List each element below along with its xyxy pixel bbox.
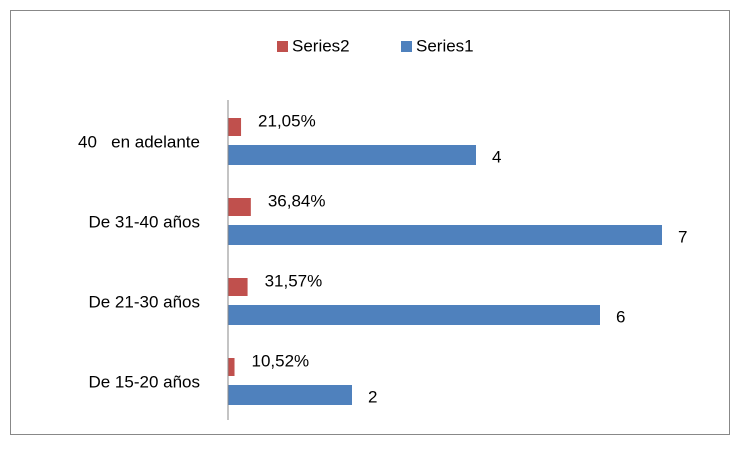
data-label: 7 xyxy=(678,227,687,246)
data-label: 6 xyxy=(616,307,625,326)
data-label: 2 xyxy=(368,387,377,406)
data-label: 4 xyxy=(492,147,501,166)
legend-label: Series2 xyxy=(292,36,350,55)
y-tick-label: De 31-40 años xyxy=(88,212,200,231)
legend-swatch xyxy=(401,41,412,52)
data-label: 31,57% xyxy=(265,271,323,290)
data-label: 21,05% xyxy=(258,111,316,130)
y-tick-label: 40 en adelante xyxy=(78,132,200,151)
legend-label: Series1 xyxy=(416,36,474,55)
y-tick-label: De 21-30 años xyxy=(88,292,200,311)
bar xyxy=(228,118,242,136)
y-tick-label: De 15-20 años xyxy=(88,372,200,391)
data-label: 36,84% xyxy=(268,191,326,210)
bar xyxy=(228,225,662,245)
chart-border xyxy=(10,10,730,435)
bar xyxy=(228,385,352,405)
bar xyxy=(228,198,251,216)
bar xyxy=(228,278,248,296)
data-label: 10,52% xyxy=(252,351,310,370)
bar xyxy=(228,358,235,376)
bar xyxy=(228,145,476,165)
bar xyxy=(228,305,600,325)
legend-swatch xyxy=(277,41,288,52)
